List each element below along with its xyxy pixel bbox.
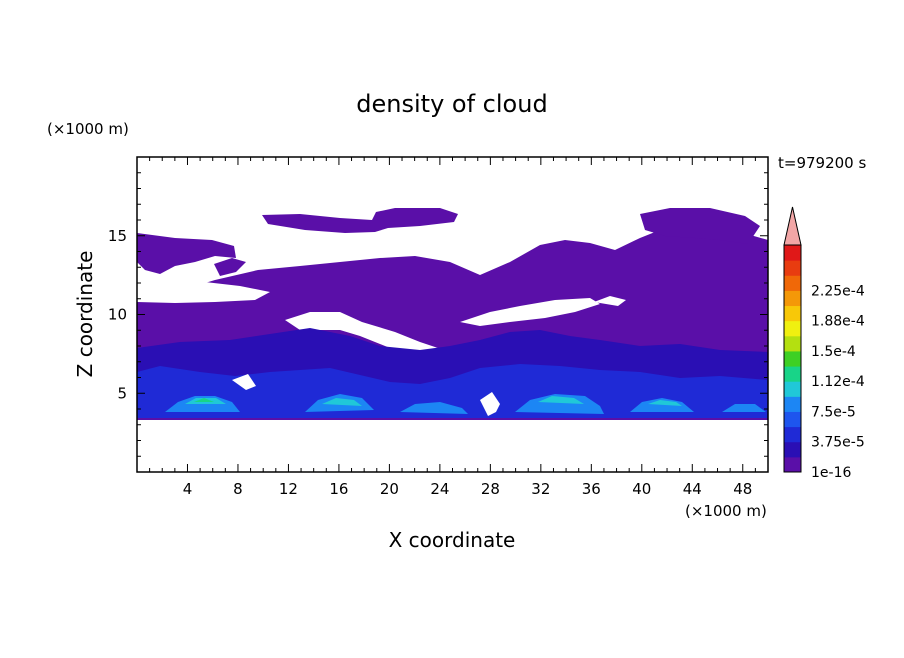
colorbar-label: 1.88e-4	[811, 314, 865, 330]
y-tick-label: 10	[108, 306, 127, 324]
contour-level-5a	[194, 398, 214, 402]
clear-hole-mid	[460, 298, 600, 326]
colorbar-swatch	[784, 426, 801, 443]
colorbar-label: 1.5e-4	[811, 344, 856, 360]
x-tick-label: 4	[183, 480, 193, 498]
x-tick-label: 36	[582, 480, 601, 498]
x-tick-label: 48	[733, 480, 752, 498]
contour-level-4d	[648, 400, 682, 406]
cloud-left-patch	[137, 233, 236, 274]
cloud-small-left	[214, 258, 246, 276]
contour-level-3e	[630, 398, 694, 412]
colorbar-swatch	[784, 290, 801, 307]
chart-title: density of cloud	[356, 90, 547, 118]
x-tick-label: 44	[683, 480, 702, 498]
colorbar-swatch	[784, 350, 801, 367]
colorbar-swatch	[784, 335, 801, 352]
cloud-top-center	[262, 208, 458, 233]
colorbar-swatch	[784, 441, 801, 458]
contour-level-4c	[538, 396, 584, 404]
y-unit-label: (×1000 m)	[47, 120, 129, 138]
colorbar-swatch	[784, 456, 801, 473]
y-tick-label: 15	[108, 227, 127, 245]
x-tick-label: 32	[531, 480, 550, 498]
contour-level-2	[137, 364, 768, 418]
colorbar-swatch	[784, 396, 801, 412]
x-axis-label: X coordinate	[389, 528, 516, 552]
x-axis: 4 8 12 16 20 24 28 32 36 40 44 48	[149, 157, 756, 498]
colorbar-swatch	[784, 381, 801, 397]
contour-level-3d	[515, 394, 604, 414]
contour-level-3f	[722, 404, 766, 412]
contour-level-4b	[322, 398, 362, 406]
colorbar-swatch	[784, 411, 801, 428]
clear-hole-right	[594, 296, 626, 306]
colorbar-label: 1.12e-4	[811, 374, 865, 390]
clear-gap-2	[232, 374, 256, 390]
clear-gap-1	[137, 420, 768, 472]
x-tick-label: 28	[481, 480, 500, 498]
x-tick-label: 8	[233, 480, 243, 498]
colorbar-swatch	[784, 245, 801, 261]
x-tick-label: 12	[279, 480, 298, 498]
colorbar-extend-arrow	[783, 206, 802, 246]
time-label: t=979200 s	[778, 154, 866, 172]
clear-gap-3	[480, 392, 500, 416]
colorbar-swatch	[784, 260, 801, 276]
y-tick-label: 5	[117, 384, 127, 402]
colorbar-swatch	[784, 320, 801, 337]
y-axis: 5 10 15	[108, 172, 768, 457]
x-tick-label: 40	[632, 480, 651, 498]
colorbar-swatch	[784, 275, 801, 291]
colorbar-label: 7.5e-5	[811, 404, 856, 420]
y-axis-label: Z coordinate	[73, 251, 97, 378]
colorbar-swatch	[784, 305, 801, 322]
colorbar-swatch	[784, 366, 801, 382]
x-unit-label: (×1000 m)	[685, 502, 767, 520]
x-tick-label: 20	[380, 480, 399, 498]
cloud-field	[137, 208, 768, 472]
colorbar-label: 1e-16	[811, 465, 851, 481]
cloud-top-right	[640, 208, 760, 244]
x-tick-label: 16	[329, 480, 348, 498]
colorbar-label: 2.25e-4	[811, 283, 865, 299]
x-tick-label: 24	[430, 480, 449, 498]
clear-hole-left	[137, 275, 270, 303]
contour-level-3c	[400, 402, 468, 414]
colorbar: 1e-16 3.75e-5 7.5e-5 1.12e-4 1.5e-4 1.88e-4 2.…	[783, 206, 865, 481]
colorbar-label: 3.75e-5	[811, 435, 865, 451]
